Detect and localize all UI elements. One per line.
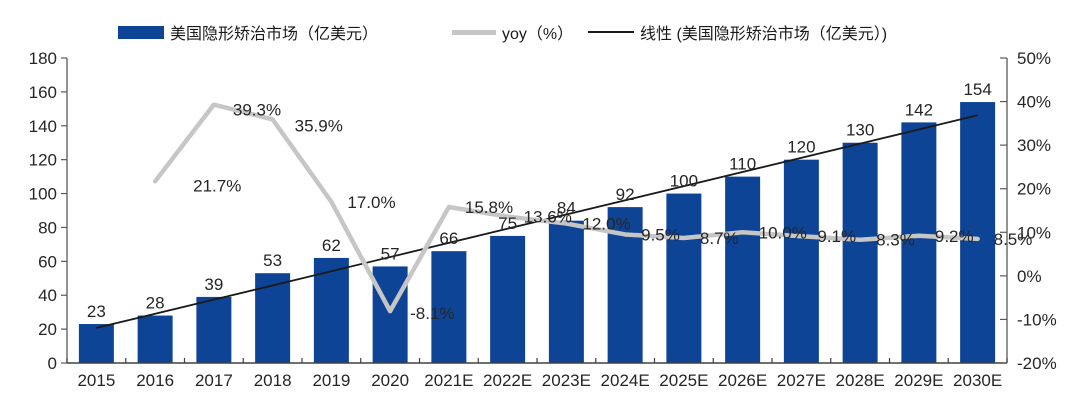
x-axis-label: 2015 (77, 371, 115, 390)
bar-value-label: 39 (204, 275, 223, 294)
x-axis-label: 2020 (371, 371, 409, 390)
bar-value-label: 110 (729, 155, 756, 174)
y-axis-right-tick-label: 20% (1017, 180, 1051, 199)
bar-value-label: 57 (381, 244, 400, 263)
legend-label-yoy: yoy（%） (502, 26, 574, 43)
bar (666, 193, 702, 363)
bar-value-label: 84 (557, 199, 576, 218)
bar (137, 315, 173, 363)
bar-value-label: 100 (670, 172, 698, 191)
x-axis-label: 2030E (953, 371, 1002, 390)
y-axis-right-tick-label: 10% (1017, 223, 1051, 242)
bar-value-label: 142 (905, 100, 933, 119)
x-axis-label: 2017 (195, 371, 233, 390)
x-axis-label: 2025E (659, 371, 708, 390)
yoy-value-label: 8.7% (700, 229, 739, 248)
bar-value-label: 120 (787, 138, 815, 157)
y-axis-left-tick-label: 0 (48, 354, 57, 373)
yoy-value-label: 21.7% (193, 176, 241, 195)
x-axis-label: 2021E (424, 371, 473, 390)
bar (78, 324, 114, 363)
yoy-value-label: 8.5% (994, 230, 1033, 249)
trendline-swatch-icon (588, 31, 634, 33)
x-axis-label: 2022E (483, 371, 532, 390)
yoy-value-label: 12.0% (582, 215, 630, 234)
yoy-value-label: 35.9% (295, 116, 343, 135)
bar-value-label: 53 (263, 251, 282, 270)
yoy-value-label: 39.3% (233, 101, 281, 120)
y-axis-left-tick-label: 80 (38, 218, 57, 237)
bar-value-label: 62 (322, 236, 341, 255)
bar (725, 176, 761, 363)
y-axis-left-tick-label: 60 (38, 252, 57, 271)
chart-legend: 美国隐形矫治市场（亿美元） yoy（%） 线性 (美国隐形矫治市场（亿美元）) (0, 0, 1080, 48)
legend-item-yoy: yoy（%） (452, 22, 574, 43)
bar-value-label: 92 (616, 185, 635, 204)
yoy-line (152, 102, 980, 314)
yoy-value-label: 17.0% (347, 193, 395, 212)
x-axis-label: 2023E (542, 371, 591, 390)
bar-value-label: 75 (498, 214, 517, 233)
x-axis-label: 2028E (836, 371, 885, 390)
y-axis-left-tick-label: 160 (29, 83, 57, 102)
bar-value-label: 23 (87, 302, 106, 321)
y-axis-left-tick-label: 100 (29, 185, 57, 204)
x-axis-label: 2029E (894, 371, 943, 390)
y-axis-left-tick-label: 180 (29, 49, 57, 68)
legend-item-market: 美国隐形矫治市场（亿美元） (118, 22, 379, 43)
line-swatch-icon (452, 29, 496, 35)
x-axis-label: 2026E (718, 371, 767, 390)
yoy-value-label: 9.2% (935, 227, 974, 246)
yoy-value-label: 15.8% (465, 198, 513, 217)
x-axis-label: 2019 (312, 371, 350, 390)
legend-item-trend: 线性 (美国隐形矫治市场（亿美元）) (588, 22, 888, 43)
legend-label-market: 美国隐形矫治市场（亿美元） (170, 26, 379, 43)
y-axis-left-tick-label: 120 (29, 151, 57, 170)
bar-value-label: 66 (439, 229, 458, 248)
bar-value-label: 154 (963, 80, 991, 99)
y-axis-right-tick-label: -10% (1017, 310, 1057, 329)
x-axis-label: 2027E (777, 371, 826, 390)
y-axis-left-tick-label: 40 (38, 286, 57, 305)
bar-swatch-icon (118, 25, 164, 39)
yoy-value-label: -8.1% (410, 304, 454, 323)
y-axis-right-tick-label: 50% (1017, 49, 1051, 68)
x-axis-label: 2016 (136, 371, 174, 390)
bar (960, 102, 996, 364)
legend-label-trend: 线性 (美国隐形矫治市场（亿美元）) (640, 26, 888, 43)
yoy-value-label: 9.5% (641, 225, 680, 244)
bar (313, 257, 349, 363)
bar-value-label: 130 (846, 121, 874, 140)
yoy-value-label: 9.1% (817, 227, 856, 246)
x-axis-label: 2024E (601, 371, 650, 390)
y-axis-right-tick-label: -20% (1017, 354, 1057, 373)
y-axis-right-tick-label: 30% (1017, 136, 1051, 155)
yoy-value-label: 8.3% (876, 231, 915, 250)
bar (548, 220, 584, 363)
bar (372, 266, 408, 363)
bar (783, 159, 819, 363)
yoy-value-label: 10.0% (759, 223, 807, 242)
y-axis-right-tick-label: 40% (1017, 93, 1051, 112)
bar (255, 273, 291, 363)
bar (490, 235, 526, 363)
bar (901, 122, 937, 363)
y-axis-right-tick-label: 0% (1017, 267, 1042, 286)
bar (196, 296, 232, 363)
bar-value-label: 28 (146, 294, 165, 313)
x-axis-label: 2018 (254, 371, 292, 390)
bar (431, 251, 467, 363)
y-axis-left-tick-label: 140 (29, 117, 57, 136)
bar (842, 142, 878, 363)
yoy-value-label: 13.6% (524, 208, 572, 227)
y-axis-left-tick-label: 20 (38, 320, 57, 339)
